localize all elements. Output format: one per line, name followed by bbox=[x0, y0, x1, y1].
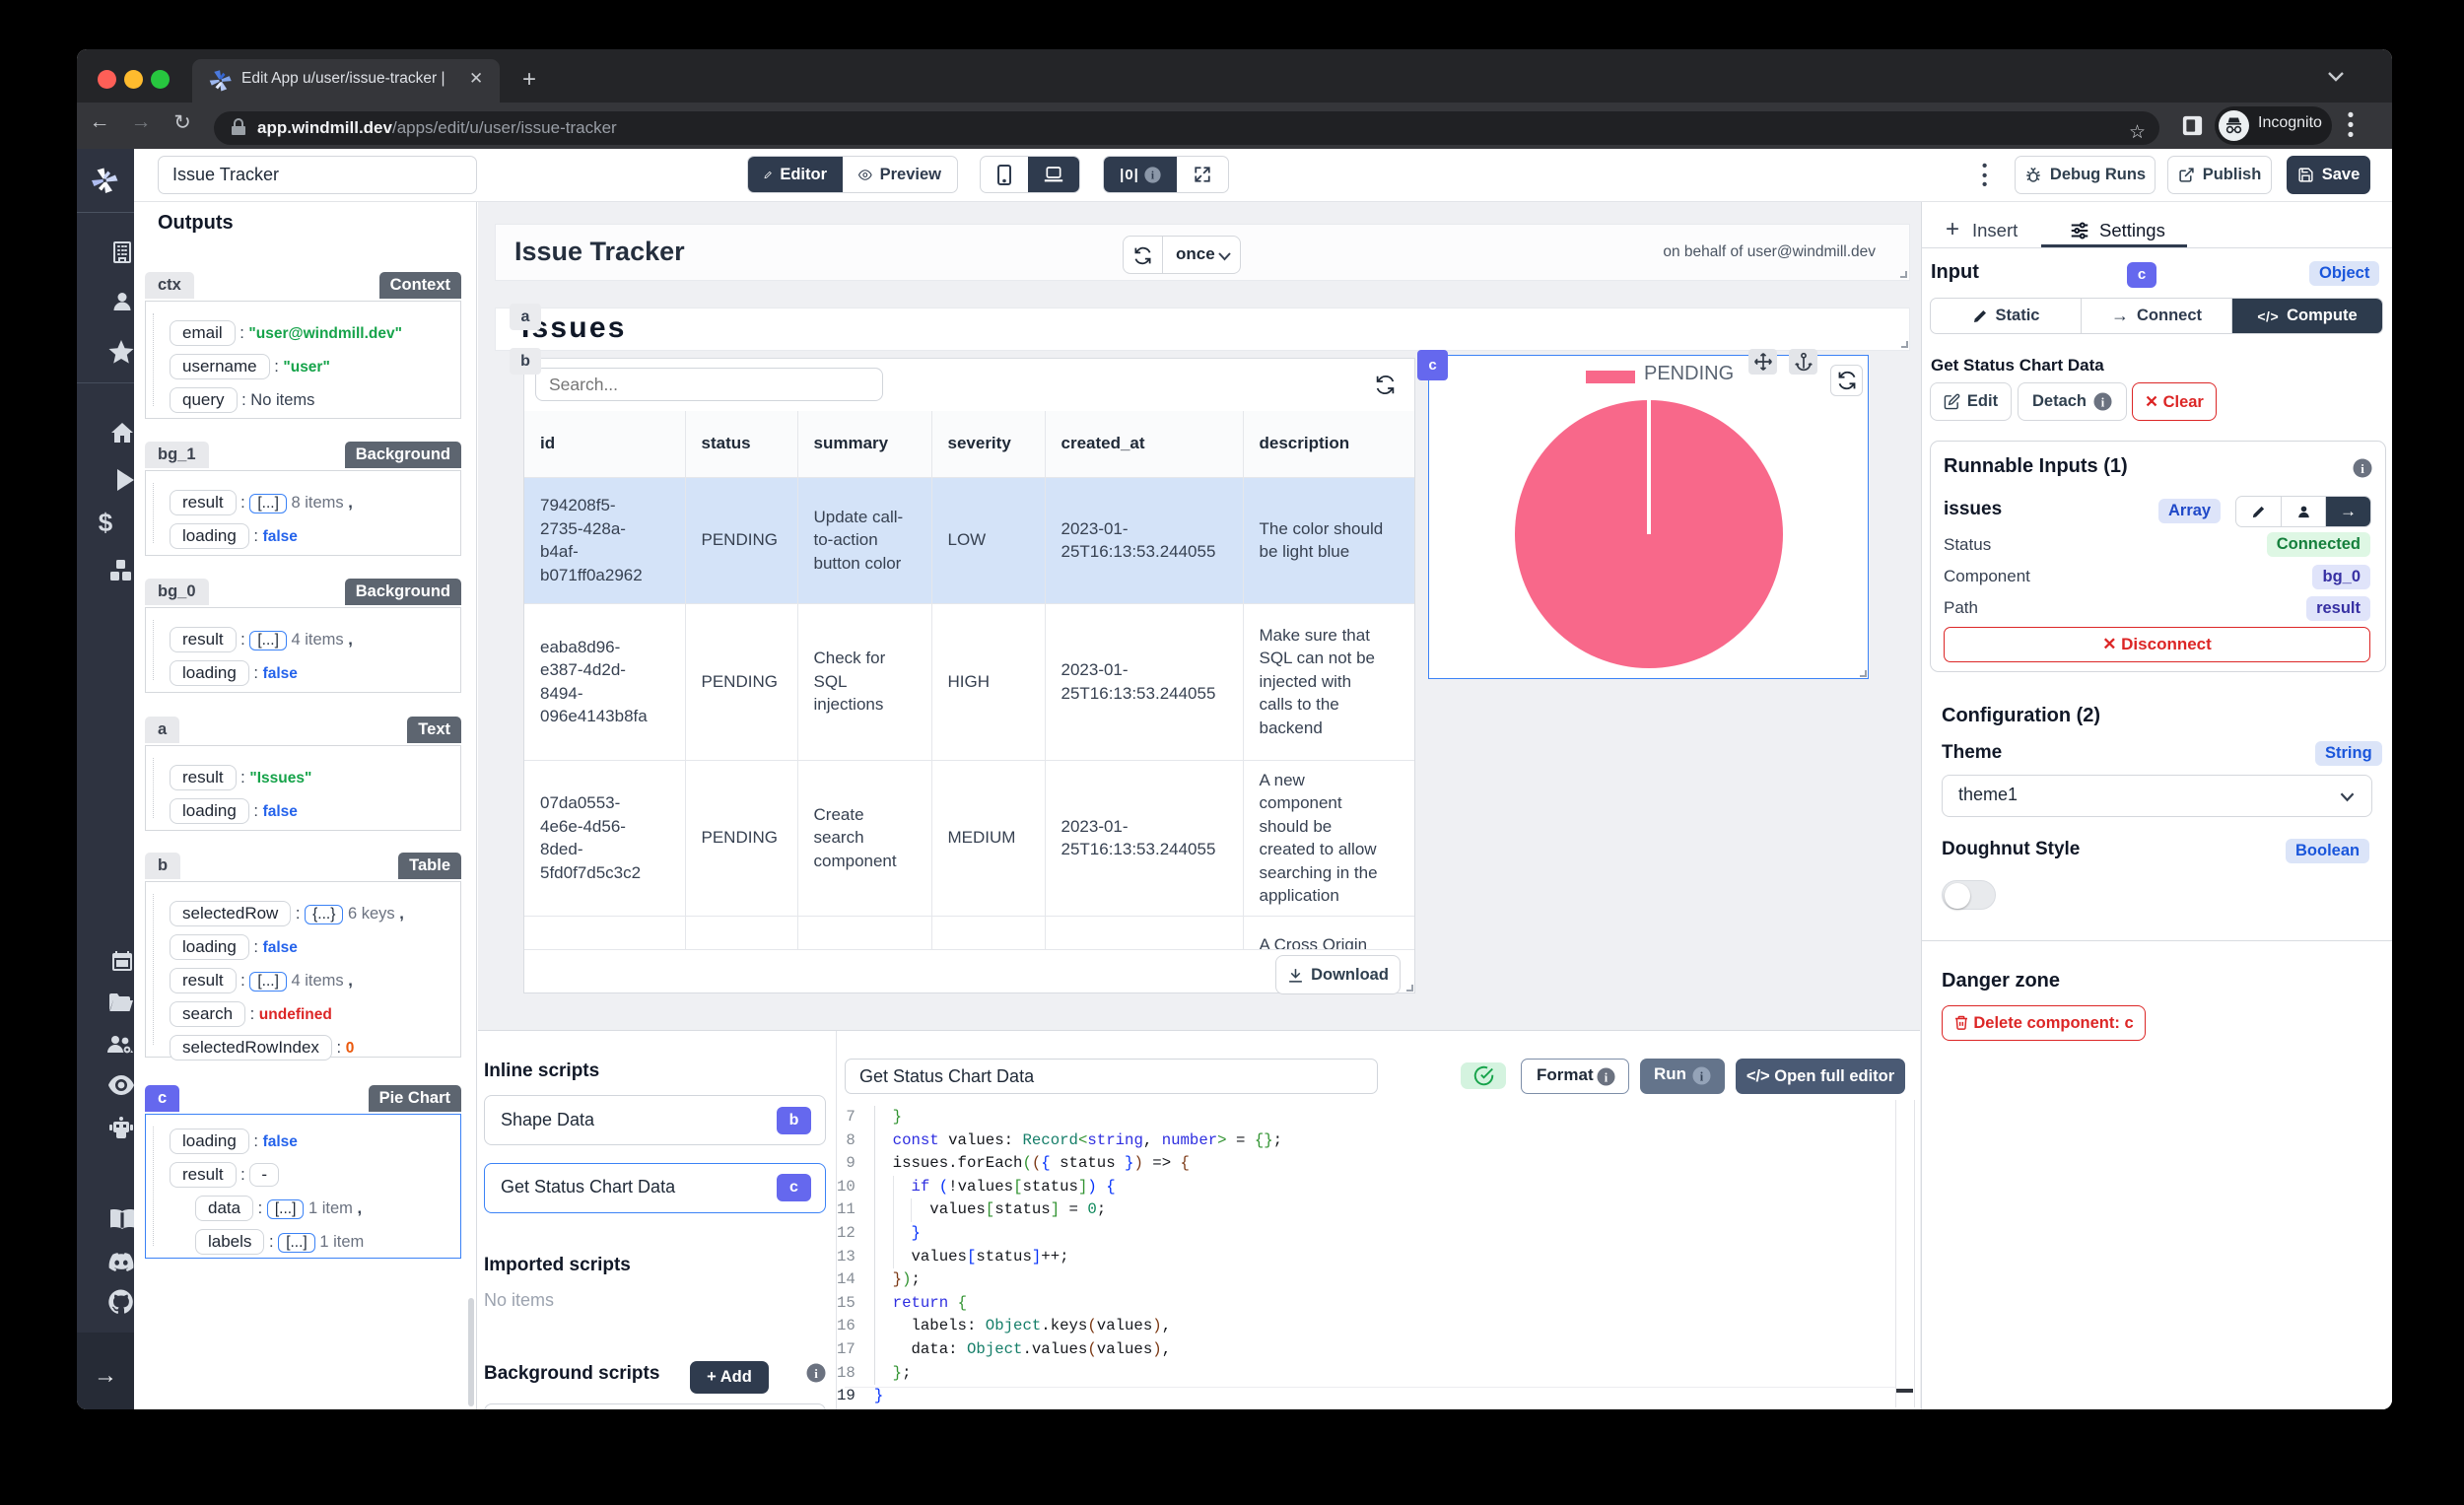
svg-text:i: i bbox=[2101, 395, 2105, 409]
svg-text:i: i bbox=[1700, 1069, 1704, 1083]
svg-text:i: i bbox=[2361, 461, 2364, 476]
svg-text:i: i bbox=[814, 1366, 818, 1381]
svg-text:i: i bbox=[1605, 1070, 1608, 1084]
svg-text:i: i bbox=[1151, 170, 1154, 181]
